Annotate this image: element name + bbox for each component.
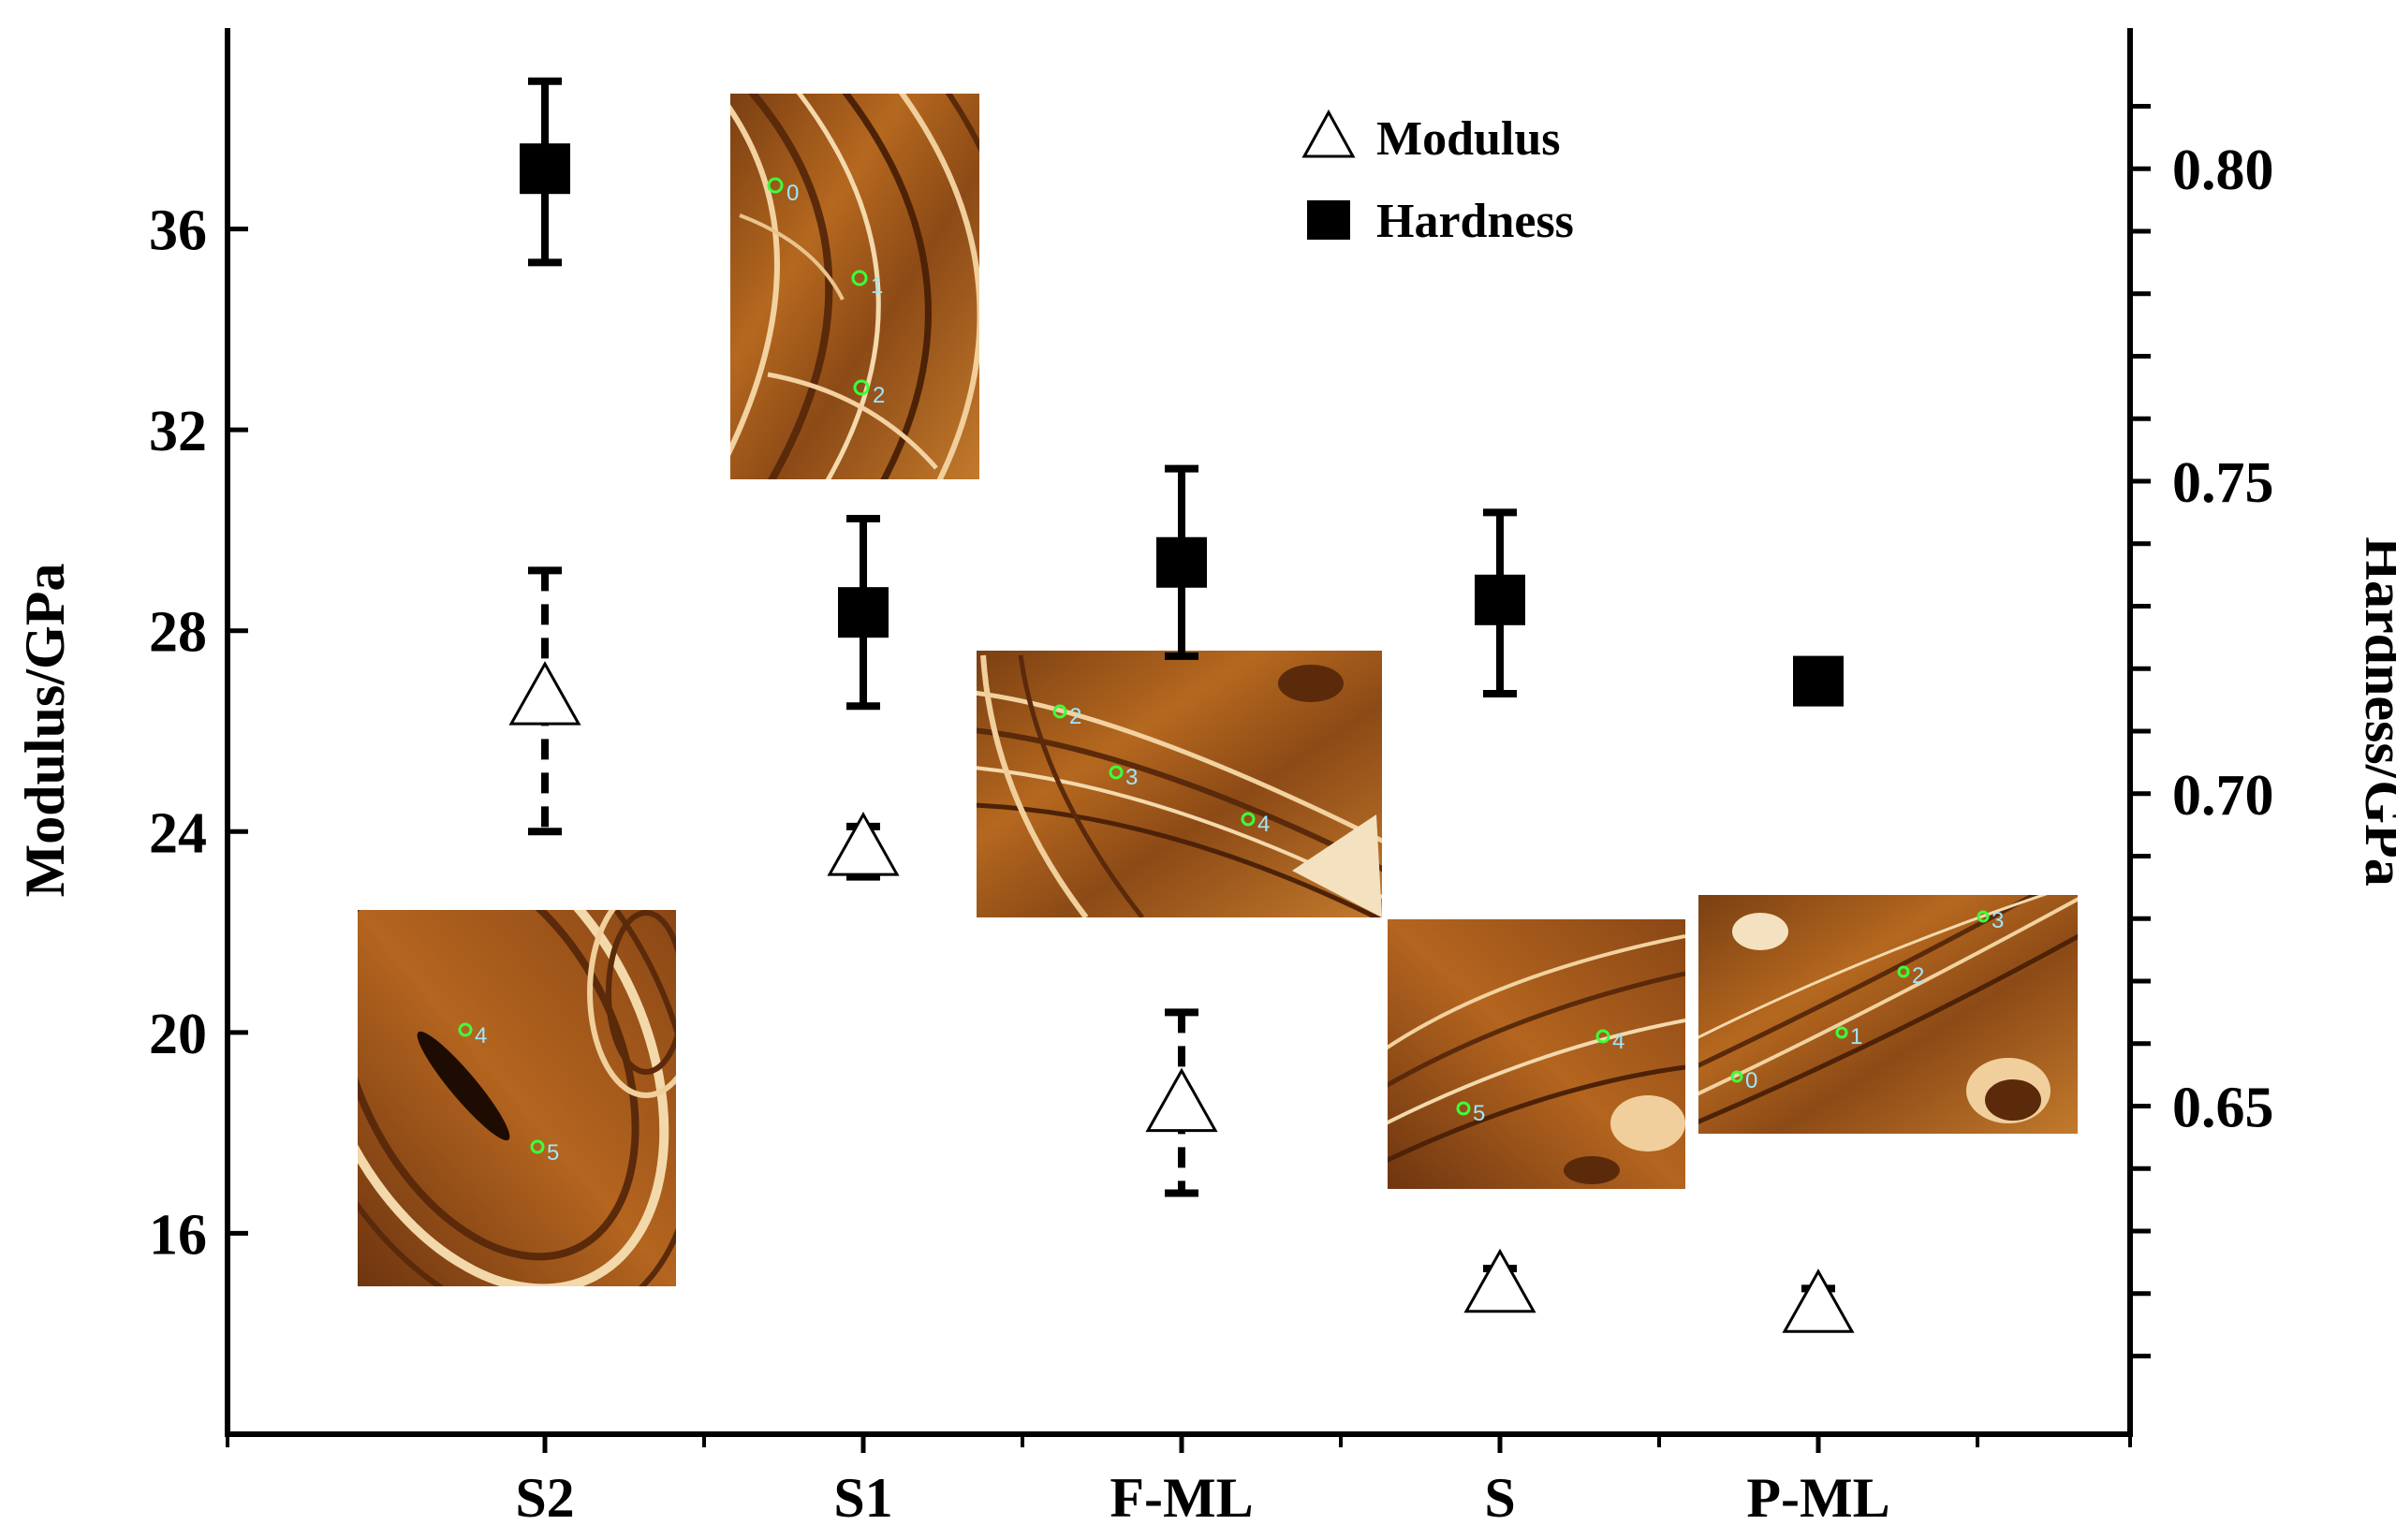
left-tick-label: 32 bbox=[149, 400, 207, 463]
hardness-point bbox=[520, 143, 570, 195]
svg-text:0: 0 bbox=[786, 181, 799, 206]
legend-hardness-marker bbox=[1307, 200, 1350, 240]
hardness-point bbox=[1156, 536, 1207, 588]
left-axis-ticks: 16 20 24 28 32 36 bbox=[149, 199, 248, 1267]
svg-text:5: 5 bbox=[1473, 1101, 1485, 1126]
left-tick-label: 20 bbox=[149, 1003, 207, 1066]
x-tick-label: F-ML bbox=[1110, 1467, 1253, 1529]
series-layer bbox=[508, 77, 1855, 1333]
modulus-point bbox=[1145, 1067, 1218, 1133]
inset-fml: 2 3 4 bbox=[977, 651, 1382, 917]
svg-text:4: 4 bbox=[475, 1023, 487, 1049]
svg-text:4: 4 bbox=[1257, 812, 1270, 837]
x-axis-ticks: S2 S1 F-ML S P-ML bbox=[226, 1434, 2132, 1529]
left-tick-label: 16 bbox=[149, 1203, 207, 1267]
x-tick-label: S bbox=[1484, 1467, 1515, 1529]
right-tick-label: 0.70 bbox=[2172, 764, 2274, 828]
svg-text:0: 0 bbox=[1745, 1068, 1757, 1093]
inset-s1: 0 1 2 bbox=[730, 94, 979, 479]
svg-text:2: 2 bbox=[1912, 963, 1924, 989]
svg-text:3: 3 bbox=[1125, 765, 1138, 790]
left-tick-label: 24 bbox=[149, 801, 207, 865]
legend-modulus-marker bbox=[1301, 109, 1356, 158]
svg-text:1: 1 bbox=[1850, 1024, 1862, 1049]
right-tick-label: 0.75 bbox=[2172, 451, 2274, 515]
x-tick-label: S1 bbox=[833, 1467, 892, 1529]
right-axis-title: Hardness/GPa bbox=[2354, 536, 2396, 886]
right-tick-label: 0.65 bbox=[2172, 1077, 2274, 1140]
modulus-point bbox=[508, 661, 581, 726]
hardness-point bbox=[1793, 655, 1844, 707]
svg-text:2: 2 bbox=[1069, 704, 1081, 729]
legend-hardness-label: Hardness bbox=[1376, 195, 1574, 248]
svg-text:1: 1 bbox=[871, 273, 883, 299]
right-tick-label: 0.80 bbox=[2172, 139, 2274, 202]
svg-text:2: 2 bbox=[873, 383, 885, 408]
modulus-point bbox=[827, 812, 900, 876]
x-tick-label: S2 bbox=[515, 1467, 574, 1529]
inset-s2: 4 5 bbox=[358, 910, 676, 1286]
legend-modulus-label: Modulus bbox=[1376, 112, 1561, 166]
left-tick-label: 28 bbox=[149, 601, 207, 665]
svg-text:4: 4 bbox=[1612, 1029, 1624, 1054]
right-axis-ticks: 0.65 0.70 0.75 0.80 bbox=[2130, 103, 2274, 1359]
inset-s: 4 5 bbox=[1388, 919, 1685, 1189]
hardness-point bbox=[1475, 574, 1525, 625]
x-tick-label: P-ML bbox=[1746, 1467, 1889, 1529]
svg-text:5: 5 bbox=[547, 1140, 559, 1166]
left-tick-label: 36 bbox=[149, 199, 207, 263]
hardness-point bbox=[838, 587, 889, 638]
left-axis-title: Modulus/GPa bbox=[14, 564, 76, 898]
modulus-point bbox=[1782, 1269, 1855, 1333]
modulus-point bbox=[1463, 1248, 1536, 1313]
legend: Modulus Hardness bbox=[1301, 109, 1574, 248]
inset-pml: 0 1 2 3 bbox=[1698, 895, 2078, 1134]
svg-text:3: 3 bbox=[1992, 908, 2004, 933]
